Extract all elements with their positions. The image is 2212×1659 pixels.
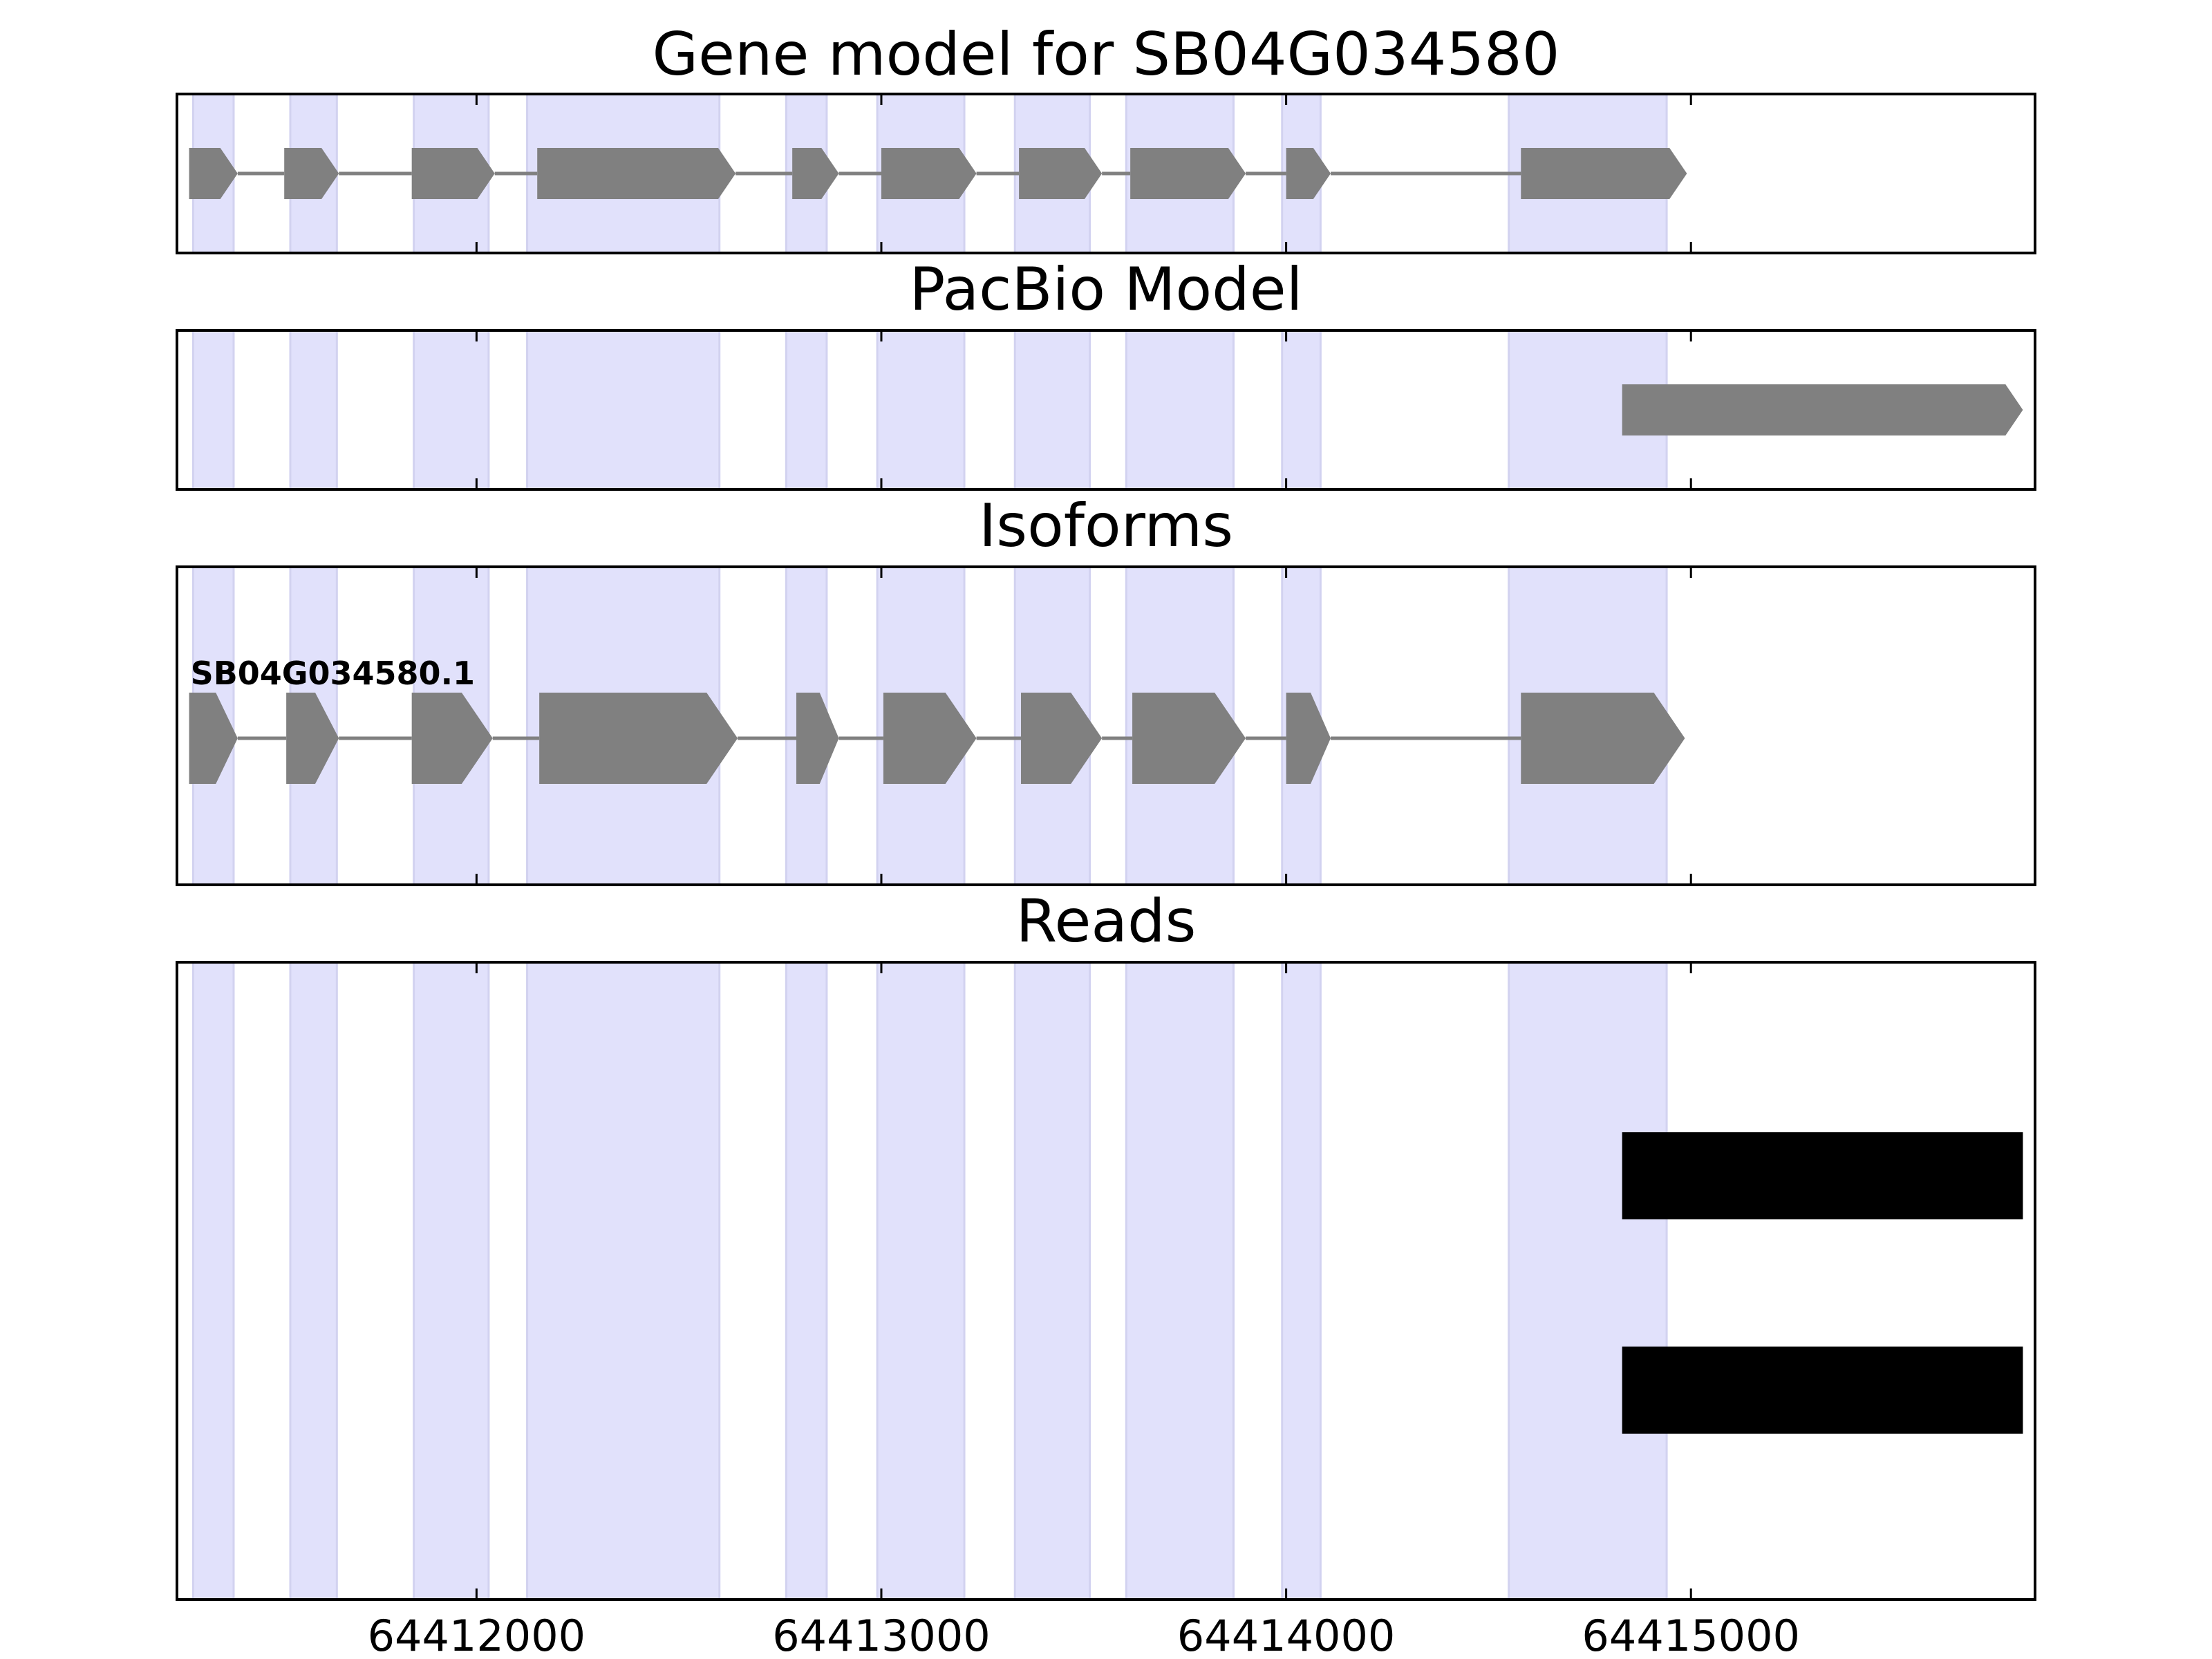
exon-highlight-band [1013, 961, 1091, 1601]
exon-block [1021, 693, 1103, 784]
panel-title-reads: Reads [1016, 887, 1197, 956]
exon-highlight-band [413, 329, 490, 491]
exon-block [1521, 693, 1685, 784]
exon-highlight-band [526, 961, 721, 1601]
exon-highlight-band [1013, 329, 1091, 491]
exon-highlight-band [1125, 961, 1235, 1601]
isoform-label: SB04G034580.1 [191, 655, 475, 692]
exon-block [1019, 148, 1103, 199]
panel-gene-model: Gene model for SB04G034580 [176, 20, 2036, 254]
exon-block [1622, 384, 2023, 435]
panel-frame [176, 565, 2036, 886]
exon-block [796, 693, 839, 784]
x-tick-label: 64415000 [1582, 1611, 1800, 1659]
exon-block [537, 148, 736, 199]
panel-isoforms: Isoforms SB04G034580.1 [176, 491, 2036, 886]
highlight-layer [191, 329, 1668, 491]
exon-block [539, 693, 738, 784]
read-bar [1622, 1347, 2023, 1434]
exon-highlight-band [1125, 329, 1235, 491]
exon-block [1521, 148, 1687, 199]
exon-highlight-band [289, 329, 338, 491]
exon-highlight-band [1508, 329, 1668, 491]
exon-block [411, 693, 493, 784]
exon-highlight-band [1281, 961, 1322, 1601]
exon-highlight-band [1281, 329, 1322, 491]
feature-layer [189, 148, 1687, 199]
feature-layer [1622, 384, 2023, 435]
exon-highlight-band [785, 329, 828, 491]
exon-block [881, 148, 977, 199]
panel-title-pacbio-model: PacBio Model [909, 255, 1302, 324]
panel-frame [176, 961, 2036, 1601]
exon-block [189, 693, 238, 784]
exon-highlight-band [289, 961, 338, 1601]
panel-pacbio-model: PacBio Model [176, 255, 2036, 491]
exon-highlight-band [191, 329, 235, 491]
exon-block [1286, 148, 1331, 199]
panel-title-gene-model: Gene model for SB04G034580 [653, 20, 1560, 89]
x-tick-label: 64413000 [772, 1611, 991, 1659]
exon-block [284, 148, 339, 199]
feature-layer: SB04G034580.1 [189, 655, 1685, 784]
highlight-layer [191, 961, 1668, 1601]
exon-highlight-band [876, 961, 966, 1601]
panel-reads: Reads [176, 887, 2036, 1601]
exon-block [286, 693, 339, 784]
exon-block [792, 148, 839, 199]
panel-frame [176, 93, 2036, 254]
exon-block [883, 693, 977, 784]
exon-highlight-band [1508, 961, 1668, 1601]
read-bar [1622, 1132, 2023, 1219]
exon-block [1130, 148, 1246, 199]
exon-highlight-band [785, 961, 828, 1601]
exon-block [1286, 693, 1331, 784]
exon-highlight-band [526, 329, 721, 491]
exon-block [411, 148, 495, 199]
panel-title-isoforms: Isoforms [979, 491, 1233, 561]
x-tick-label: 64412000 [368, 1611, 586, 1659]
exon-highlight-band [413, 961, 490, 1601]
exon-block [1132, 693, 1246, 784]
exon-block [189, 148, 238, 199]
x-tick-label: 64414000 [1177, 1611, 1396, 1659]
x-axis: 64412000 64413000 64414000 64415000 [368, 1611, 1800, 1659]
feature-layer [1622, 1132, 2023, 1434]
exon-highlight-band [191, 961, 235, 1601]
exon-highlight-band [876, 329, 966, 491]
panel-frame [176, 329, 2036, 491]
